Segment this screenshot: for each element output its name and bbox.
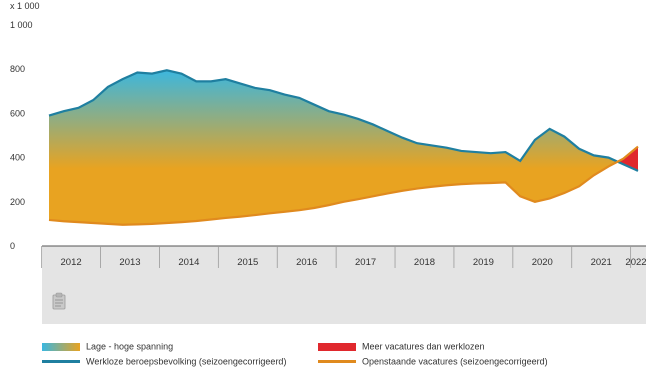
tension-area bbox=[49, 70, 618, 225]
legend-item-unemployed: Werkloze beroepsbevolking (seizoengecorr… bbox=[42, 356, 286, 367]
legend-swatch-vacancies bbox=[318, 360, 356, 364]
y-unit-label: x 1 000 bbox=[10, 1, 40, 11]
legend-label-unemployed: Werkloze beroepsbevolking (seizoengecorr… bbox=[86, 356, 287, 367]
legend-item-tension: Lage - hoge spanning bbox=[42, 341, 173, 352]
legend-swatch-gradient bbox=[42, 342, 80, 351]
legend-swatch-unemployed bbox=[42, 360, 80, 364]
series-line-vacancies bbox=[48, 145, 639, 226]
y-axis: 0 200 400 600 800 1 000 bbox=[10, 20, 33, 251]
x-tick-label: 2015 bbox=[237, 257, 258, 268]
x-axis: 2012 2013 2014 2015 2016 2017 2018 2019 2020 2021… bbox=[41, 246, 646, 268]
x-axis-band bbox=[42, 246, 646, 324]
y-tick-label: 800 bbox=[10, 64, 25, 74]
legend-swatch-excess bbox=[318, 342, 356, 351]
legend-label-tension: Lage - hoge spanning bbox=[86, 341, 174, 352]
legend-item-excess: Meer vacatures dan werklozen bbox=[318, 341, 485, 352]
x-tick-label: 2022 bbox=[625, 257, 646, 268]
x-tick-label: 2014 bbox=[178, 257, 199, 268]
x-tick-label: 2012 bbox=[61, 257, 82, 268]
legend-label-excess: Meer vacatures dan werklozen bbox=[362, 341, 485, 352]
x-tick-label: 2017 bbox=[355, 257, 376, 268]
legend-label-vacancies: Openstaande vacatures (seizoengecorrigee… bbox=[362, 356, 548, 367]
legend-item-vacancies: Openstaande vacatures (seizoengecorrigee… bbox=[318, 356, 548, 367]
y-tick-label: 400 bbox=[10, 153, 25, 163]
y-tick-label: 1 000 bbox=[10, 20, 33, 30]
x-tick-label: 2020 bbox=[532, 257, 553, 268]
x-tick-label: 2021 bbox=[591, 257, 612, 268]
excess-vacancies-area bbox=[617, 146, 638, 171]
y-tick-label: 200 bbox=[10, 197, 25, 207]
x-tick-label: 2016 bbox=[296, 257, 317, 268]
x-tick-label: 2019 bbox=[473, 257, 494, 268]
x-tick-label: 2018 bbox=[414, 257, 435, 268]
y-tick-label: 600 bbox=[10, 108, 25, 118]
series-line-unemployed bbox=[48, 69, 639, 172]
x-tick-label: 2013 bbox=[119, 257, 140, 268]
y-tick-label: 0 bbox=[10, 241, 15, 251]
clipboard-icon[interactable] bbox=[52, 292, 66, 310]
